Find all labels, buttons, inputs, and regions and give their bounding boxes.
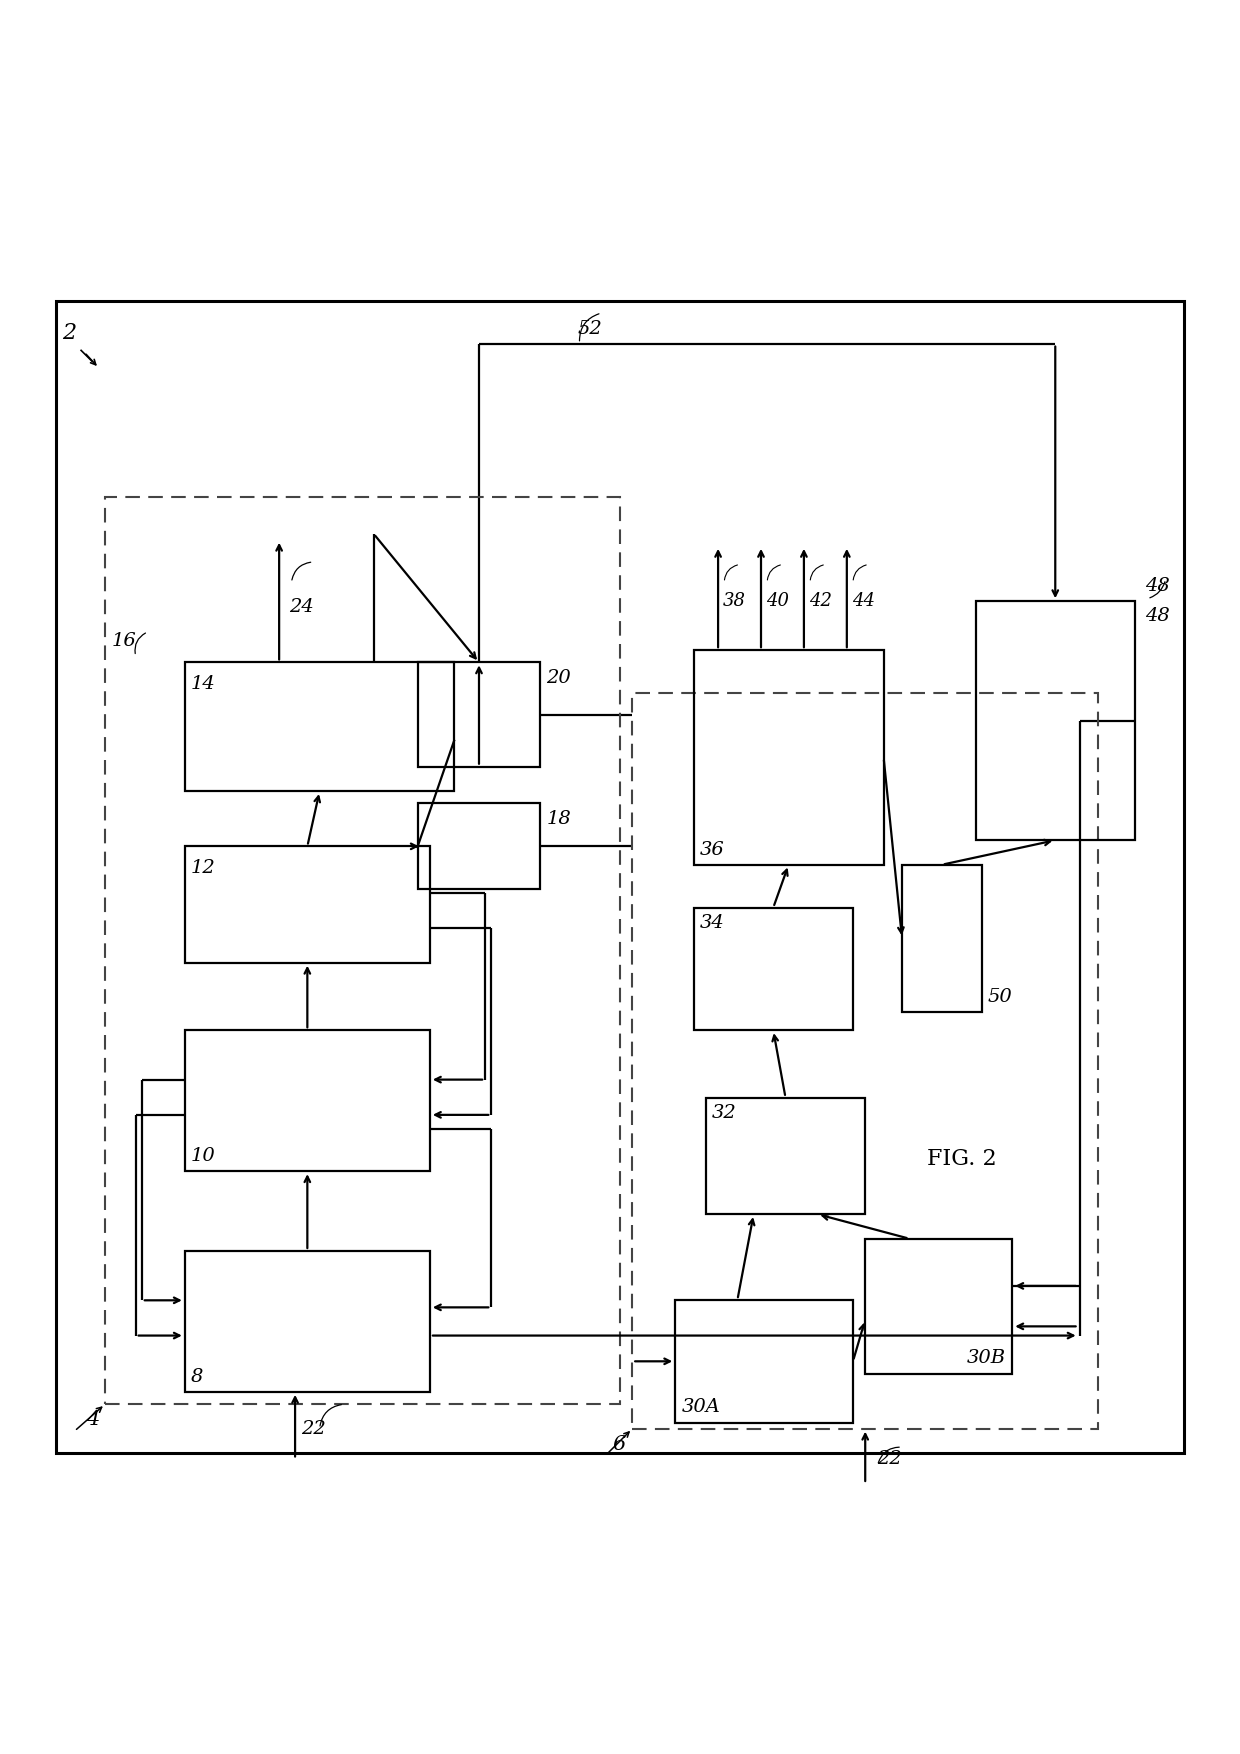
Text: 16: 16: [112, 631, 136, 651]
Text: 24: 24: [289, 598, 314, 616]
Text: 2: 2: [62, 321, 76, 344]
Bar: [706, 1098, 866, 1214]
Text: 30B: 30B: [967, 1349, 1006, 1368]
Text: 22: 22: [301, 1419, 326, 1438]
Text: 6: 6: [613, 1435, 626, 1454]
Text: 10: 10: [191, 1147, 216, 1165]
Bar: [185, 663, 455, 791]
Text: 42: 42: [808, 593, 832, 610]
Bar: [105, 496, 620, 1405]
Text: 40: 40: [766, 593, 789, 610]
Bar: [418, 803, 541, 889]
Bar: [693, 907, 853, 1030]
Text: 4: 4: [86, 1410, 99, 1430]
Bar: [675, 1300, 853, 1422]
Text: 32: 32: [712, 1103, 737, 1123]
Bar: [976, 602, 1135, 840]
Text: 14: 14: [191, 675, 216, 693]
Text: 50: 50: [988, 988, 1013, 1005]
Text: 48: 48: [1145, 607, 1169, 624]
Bar: [901, 865, 982, 1012]
Text: 38: 38: [723, 593, 746, 610]
Text: 8: 8: [191, 1368, 203, 1386]
Text: 44: 44: [852, 593, 874, 610]
Bar: [185, 1030, 430, 1172]
Bar: [632, 693, 1099, 1430]
Text: 52: 52: [577, 319, 601, 337]
Bar: [693, 651, 884, 865]
Text: 20: 20: [547, 668, 572, 686]
Text: FIG. 2: FIG. 2: [926, 1149, 996, 1170]
Bar: [185, 1251, 430, 1393]
Text: 34: 34: [699, 914, 724, 931]
Text: 12: 12: [191, 859, 216, 877]
Text: 22: 22: [878, 1451, 903, 1468]
Text: 30A: 30A: [681, 1398, 720, 1417]
Text: 36: 36: [699, 840, 724, 859]
Bar: [185, 847, 430, 963]
Text: 48: 48: [1145, 577, 1169, 595]
Text: 18: 18: [547, 810, 572, 828]
Bar: [418, 663, 541, 766]
Bar: [866, 1238, 1012, 1373]
